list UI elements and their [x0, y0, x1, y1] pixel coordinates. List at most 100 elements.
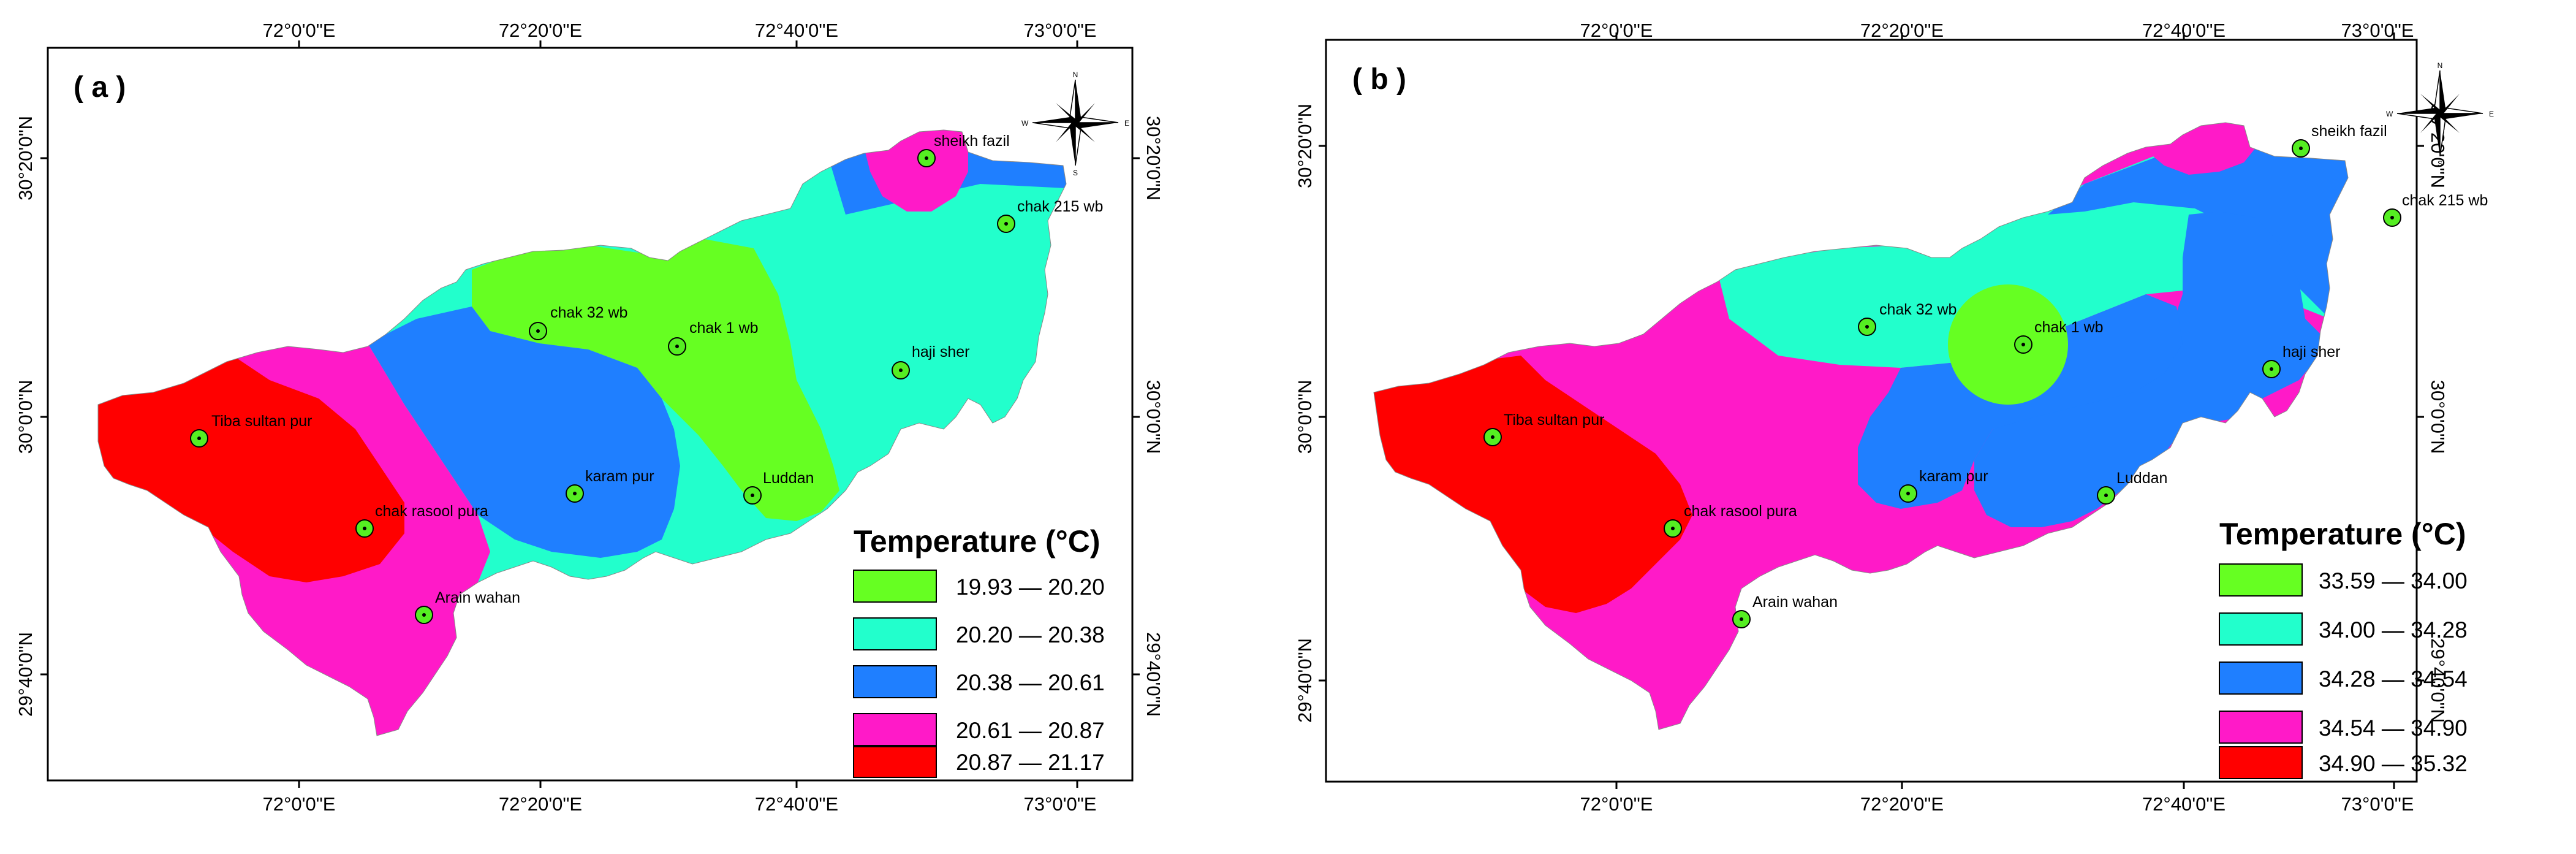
station-label: sheikh fazil: [934, 132, 1010, 150]
station-label: Arain wahan: [1752, 593, 1838, 611]
x-tick-bottom-2: 72°20'0"E: [1860, 793, 1944, 815]
station-chak-215-wb: chak 215 wb: [2383, 192, 2488, 227]
legend-range: 20.87 — 21.17: [956, 750, 1105, 775]
frame-ticks: [40, 40, 1140, 788]
zone-blue-north: [2048, 135, 2348, 343]
legend-swatch: [853, 665, 937, 698]
legend-range: 20.20 — 20.38: [956, 622, 1105, 647]
legend-range: 33.59 — 34.00: [2319, 568, 2468, 593]
legend-range: 20.38 — 20.61: [956, 670, 1105, 695]
station-label: chak rasool pura: [375, 503, 488, 520]
station-tiba-sultan-pur: Tiba sultan pur: [190, 413, 312, 448]
zone-green: [472, 239, 839, 521]
station-karam-pur: karam pur: [1899, 468, 1988, 503]
x-tick-bottom-2: 72°20'0"E: [499, 793, 582, 815]
legend-item: 34.54 — 34.90: [2219, 711, 2468, 744]
compass-s: S: [1073, 169, 1078, 177]
station-arain-wahan: Arain wahan: [1732, 593, 1838, 628]
station-luddan: Luddan: [2097, 470, 2167, 505]
station-chak-215-wb: chak 215 wb: [997, 198, 1103, 233]
compass-e: E: [1124, 119, 1129, 128]
x-tick-top-2: 72°20'0"E: [499, 20, 582, 41]
legend-title: Temperature (°C): [854, 524, 1100, 559]
legend: Temperature (°C) 19.93 — 20.20 20.20 — 2…: [853, 524, 1105, 778]
legend: Temperature (°C) 33.59 — 34.00 34.00 — 3…: [2219, 517, 2468, 779]
station-label: chak 32 wb: [1879, 301, 1957, 318]
legend-item: 34.28 — 34.54: [2219, 661, 2468, 695]
y-tick-right-3: 29°40'0"N: [2427, 638, 2449, 723]
y-tick-right-3: 29°40'0"N: [1143, 632, 1164, 717]
station-chak-rasool-pura: chak rasool pura: [355, 503, 488, 538]
y-tick-left-1: 30°20'0"N: [1294, 104, 1316, 188]
legend-item: 20.61 — 20.87: [853, 713, 1105, 746]
x-tick-top-4: 73°0'0"E: [2341, 20, 2414, 41]
y-tick-left-1: 30°20'0"N: [15, 116, 36, 200]
legend-swatch: [2219, 661, 2303, 695]
station-chak-32-wb: chak 32 wb: [1858, 301, 1957, 336]
legend-swatch: [853, 746, 937, 778]
legend-item: 34.90 — 35.32: [2219, 746, 2468, 779]
x-tick-bottom-3: 72°40'0"E: [755, 793, 838, 815]
x-tick-top-3: 72°40'0"E: [755, 20, 838, 41]
legend-range: 34.54 — 34.90: [2319, 715, 2468, 741]
zone-blue-central: [368, 307, 680, 558]
y-tick-right-2: 30°0'0"N: [2427, 380, 2449, 454]
legend-item: 20.20 — 20.38: [853, 617, 1105, 650]
legend-item: 20.87 — 21.17: [853, 746, 1105, 778]
legend-range: 34.28 — 34.54: [2319, 666, 2468, 692]
station-tiba-sultan-pur: Tiba sultan pur: [1483, 411, 1604, 446]
legend-item: 34.00 — 34.28: [2219, 612, 2468, 646]
compass-s: S: [2438, 159, 2442, 168]
legend-swatch: [853, 570, 937, 603]
map-a-svg: 72°0'0"E 72°20'0"E 72°40'0"E 73°0'0"E 72…: [15, 20, 1164, 815]
station-label: karam pur: [1919, 468, 1988, 485]
zone-green: [1948, 284, 2068, 405]
station-markers: sheikh fazil chak 215 wb chak 32 wb chak…: [1483, 123, 2488, 628]
legend-item: 20.38 — 20.61: [853, 665, 1105, 698]
frame-ticks: [1319, 32, 2424, 789]
x-tick-bottom-1: 72°0'0"E: [263, 793, 336, 815]
y-tick-right-2: 30°0'0"N: [1143, 380, 1164, 454]
north-arrow-icon: N S E W: [1021, 71, 1129, 177]
y-tick-left-2: 30°0'0"N: [15, 380, 36, 454]
x-tick-top-1: 72°0'0"E: [1580, 20, 1653, 41]
compass-n: N: [1073, 71, 1078, 79]
y-tick-left-3: 29°40'0"N: [1294, 638, 1316, 723]
station-label: haji sher: [912, 343, 970, 360]
compass-w: W: [1021, 119, 1029, 128]
x-tick-bottom-1: 72°0'0"E: [1580, 793, 1653, 815]
district-boundary: [1373, 122, 2349, 730]
x-tick-bottom-4: 73°0'0"E: [1024, 793, 1097, 815]
legend-item: 19.93 — 20.20: [853, 570, 1105, 603]
legend-range: 34.00 — 34.28: [2319, 617, 2468, 642]
compass-w: W: [2386, 110, 2393, 118]
station-label: Tiba sultan pur: [211, 413, 312, 430]
x-tick-top-2: 72°20'0"E: [1860, 20, 1944, 41]
station-label: chak 32 wb: [550, 304, 627, 321]
legend-title: Temperature (°C): [2219, 517, 2466, 551]
y-tick-left-2: 30°0'0"N: [1294, 380, 1316, 454]
panel-label: ( b ): [1352, 63, 1406, 96]
legend-swatch: [2219, 563, 2303, 597]
compass-n: N: [2438, 61, 2443, 70]
legend-item: 33.59 — 34.00: [2219, 563, 2468, 597]
station-sheikh-fazil: sheikh fazil: [917, 132, 1010, 167]
map-b-svg: 72°0'0"E 72°20'0"E 72°40'0"E 73°0'0"E 72…: [1294, 20, 2494, 815]
legend-range: 34.90 — 35.32: [2319, 751, 2468, 776]
legend-range: 20.61 — 20.87: [956, 718, 1105, 743]
panel-label: ( a ): [74, 71, 126, 104]
north-arrow-icon: N S E W: [2386, 61, 2494, 168]
x-tick-top-1: 72°0'0"E: [263, 20, 336, 41]
station-label: karam pur: [585, 468, 654, 485]
station-chak-rasool-pura: chak rasool pura: [1664, 503, 1797, 538]
map-frame: [1325, 39, 2418, 783]
map-frame: [47, 47, 1134, 782]
station-label: Tiba sultan pur: [1504, 411, 1604, 429]
station-label: chak 215 wb: [1017, 198, 1103, 215]
district-boundary: [97, 129, 1067, 736]
x-tick-bottom-3: 72°40'0"E: [2142, 793, 2226, 815]
station-label: sheikh fazil: [2311, 123, 2387, 140]
station-haji-sher: haji sher: [2262, 343, 2341, 378]
station-label: Luddan: [763, 470, 814, 487]
station-markers: sheikh fazil chak 215 wb chak 32 wb chak…: [190, 132, 1103, 624]
